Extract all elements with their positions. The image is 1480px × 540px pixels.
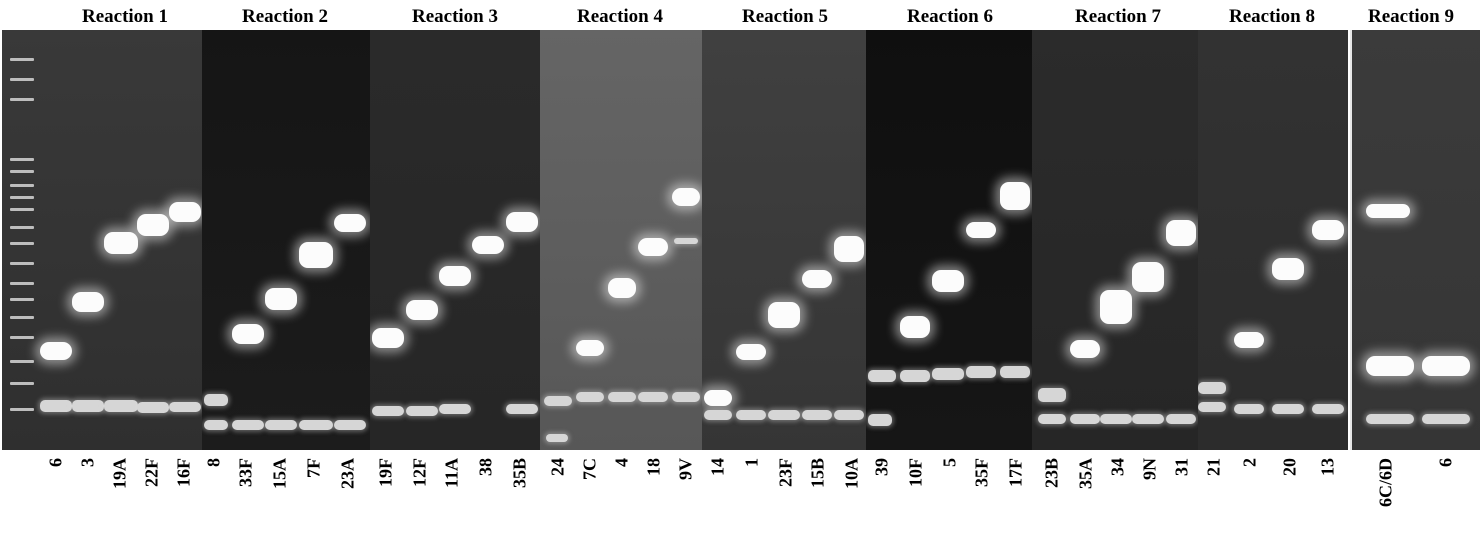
lane-label: 17F (1005, 458, 1026, 487)
lane-label: 5 (939, 458, 960, 467)
lane-label: 22F (141, 458, 162, 487)
reaction-3-title: Reaction 3 (411, 6, 498, 27)
lane-label: 13 (1317, 458, 1338, 476)
reaction-7-gel (1032, 30, 1198, 450)
reaction-3-gel (370, 30, 540, 450)
reaction-2-gel (202, 30, 370, 450)
lane-label: 19F (375, 458, 396, 487)
reaction-8-title: Reaction 8 (1228, 6, 1315, 27)
reaction-6-title: Reaction 6 (906, 6, 993, 27)
reaction-9-gel (1350, 30, 1480, 450)
lane-label: 23B (1041, 458, 1062, 489)
lane-label: 35B (509, 458, 530, 489)
lane-label: 10A (841, 458, 862, 489)
lane-label: 23F (775, 458, 796, 487)
lane-label: 16F (173, 458, 194, 487)
reaction-5-gel (702, 30, 866, 450)
lane-label: 21 (1203, 458, 1224, 476)
reaction-2-title: Reaction 2 (241, 6, 328, 27)
lane-label: 35F (971, 458, 992, 487)
lane-label: 10F (905, 458, 926, 487)
lane-label: 6 (45, 458, 66, 467)
lane-label: 35A (1075, 458, 1096, 489)
lane-label: 20 (1279, 458, 1300, 476)
reaction-9-title: Reaction 9 (1367, 6, 1454, 27)
lane-label: 14 (707, 458, 728, 476)
lane-label: 4 (611, 458, 632, 467)
lane-label: 23A (337, 458, 358, 489)
reaction-8-gel (1198, 30, 1348, 450)
lane-label: 6 (1435, 458, 1456, 467)
lane-label: 9V (675, 458, 696, 480)
lane-label: 7F (303, 458, 324, 478)
lane-label: 2 (1239, 458, 1260, 467)
reaction-6-gel (866, 30, 1032, 450)
lane-label: 38 (475, 458, 496, 476)
lane-label: 15A (269, 458, 290, 489)
lane-label: 15B (807, 458, 828, 489)
lane-label: 11A (441, 458, 462, 489)
lane-label: 12F (409, 458, 430, 487)
lane-label: 19A (109, 458, 130, 489)
lane-label: 24 (547, 458, 568, 476)
lane-label: 1 (741, 458, 762, 467)
reaction-5-title: Reaction 5 (741, 6, 828, 27)
lane-label: 18 (643, 458, 664, 476)
lane-label: 6C/6D (1375, 458, 1396, 507)
lane-label: 31 (1171, 458, 1192, 476)
reaction-4-title: Reaction 4 (576, 6, 663, 27)
reaction-1-gel (2, 30, 202, 450)
lane-label: 39 (871, 458, 892, 476)
reaction-4-gel (540, 30, 702, 450)
lane-label: 8 (203, 458, 224, 467)
lane-label: 3 (77, 458, 98, 467)
reaction-7-title: Reaction 7 (1074, 6, 1161, 27)
lane-label: 9N (1139, 458, 1160, 480)
reaction-1-title: Reaction 1 (81, 6, 168, 27)
lane-label: 7C (579, 458, 600, 480)
lane-label: 33F (235, 458, 256, 487)
lane-label: 34 (1107, 458, 1128, 476)
